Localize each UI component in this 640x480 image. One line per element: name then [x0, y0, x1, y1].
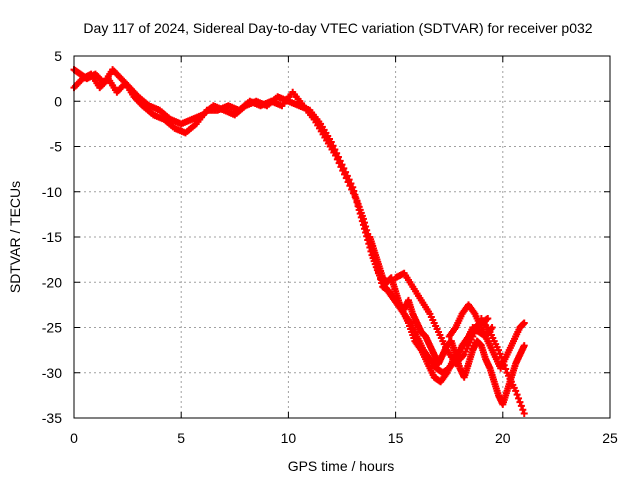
data-point-interp — [361, 219, 369, 227]
data-point — [359, 215, 367, 223]
y-tick-label: 5 — [54, 48, 62, 64]
axis-ticks: 0 5 10 15 20 25 5 0 -5 -10 -15 -20 -25 -30 -35 — [42, 48, 618, 446]
x-tick-label: 15 — [388, 430, 404, 446]
data-point-interp — [351, 193, 359, 201]
x-axis-label: GPS time / hours — [288, 458, 395, 474]
data-point — [332, 152, 340, 160]
chart-title: Day 117 of 2024, Sidereal Day-to-day VTE… — [83, 20, 592, 36]
data-point-interp — [337, 163, 345, 171]
data-point-interp — [517, 402, 525, 410]
data-point-interp — [362, 222, 370, 230]
data-point-interp — [344, 178, 352, 186]
data-point — [495, 346, 503, 354]
x-tick-label: 25 — [602, 430, 618, 446]
data-point — [520, 342, 528, 350]
series-2 — [366, 233, 528, 408]
y-tick-label: -35 — [42, 410, 62, 426]
data-point — [520, 319, 528, 327]
x-tick-label: 5 — [177, 430, 185, 446]
data-point-interp — [341, 170, 349, 178]
data-point — [520, 409, 528, 417]
data-point — [484, 314, 492, 322]
series-1 — [70, 70, 496, 386]
y-axis-label: SDTVAR / TECUs — [7, 181, 23, 293]
series-4 — [445, 301, 528, 372]
x-tick-label: 20 — [495, 430, 511, 446]
data-point — [512, 387, 520, 395]
y-tick-label: -5 — [50, 139, 63, 155]
data-point-interp — [516, 398, 524, 406]
data-point-interp — [339, 167, 347, 175]
data-point-interp — [349, 189, 357, 197]
data-point-interp — [333, 155, 341, 163]
data-points — [70, 66, 528, 417]
series-3 — [392, 269, 528, 417]
data-point-interp — [335, 159, 343, 167]
y-tick-label: -25 — [42, 320, 62, 336]
y-tick-label: -20 — [42, 274, 62, 290]
x-tick-label: 0 — [70, 430, 78, 446]
data-point-interp — [515, 394, 523, 402]
data-point-interp — [348, 185, 356, 193]
y-tick-label: 0 — [54, 93, 62, 109]
y-tick-label: -10 — [42, 184, 62, 200]
data-point — [342, 174, 350, 182]
data-point-interp — [346, 182, 354, 190]
series-0 — [70, 66, 492, 377]
x-tick-label: 10 — [281, 430, 297, 446]
data-point-interp — [519, 406, 527, 414]
y-tick-label: -30 — [42, 365, 62, 381]
y-tick-label: -15 — [42, 229, 62, 245]
data-point-interp — [363, 226, 371, 234]
data-point-interp — [513, 391, 521, 399]
